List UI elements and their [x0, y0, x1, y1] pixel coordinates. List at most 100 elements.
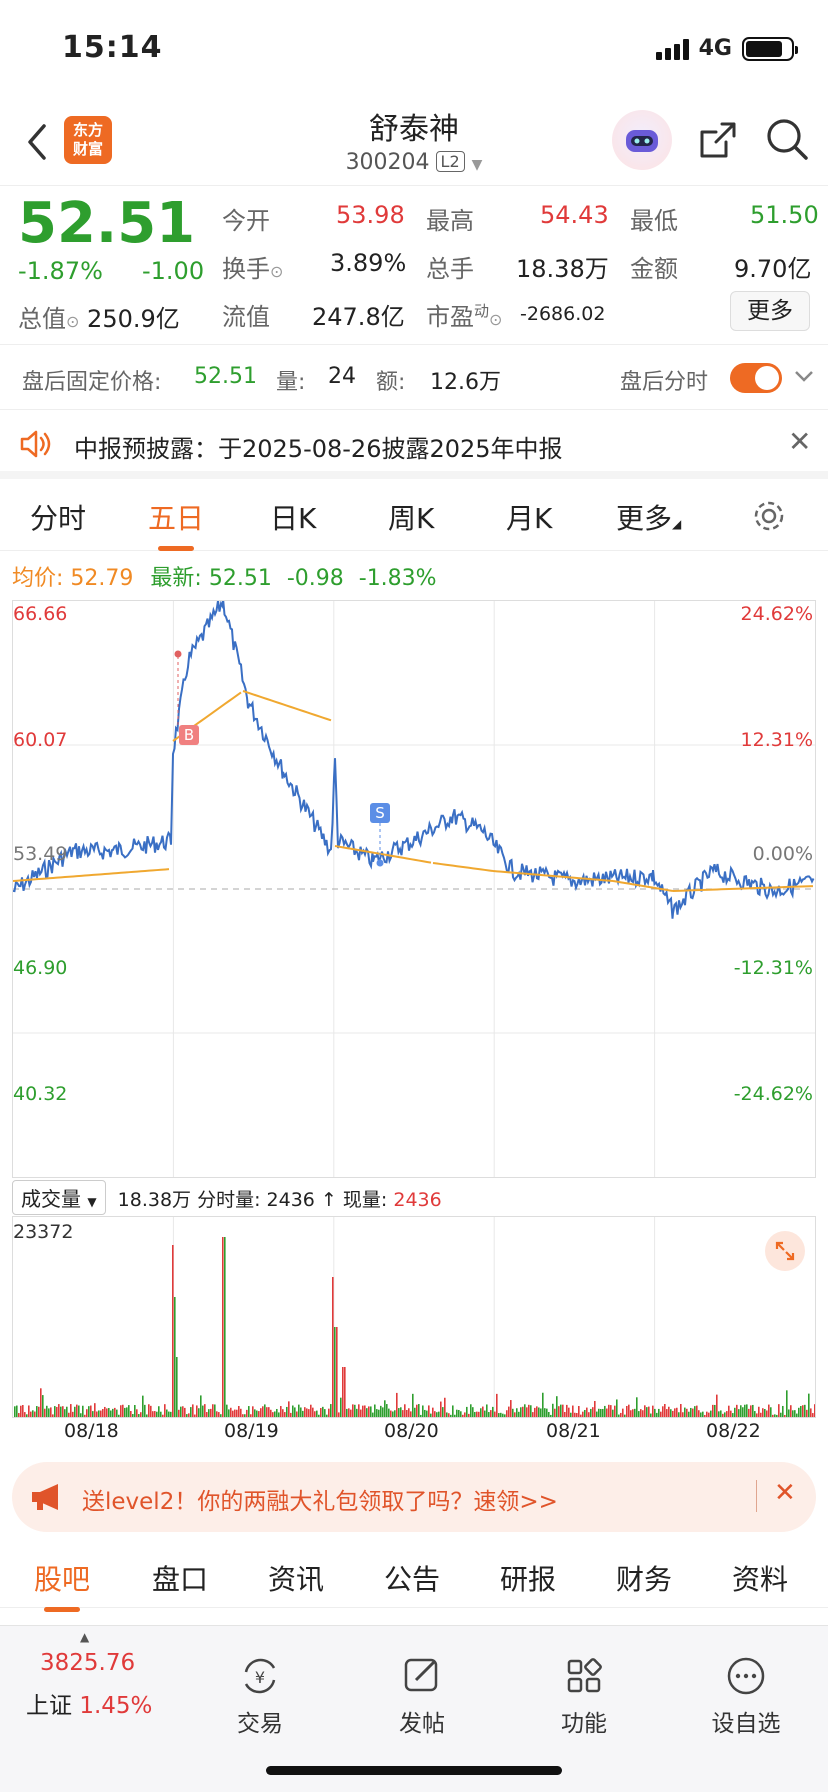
volume-bar: [76, 1404, 78, 1417]
volume-bar: [732, 1413, 734, 1417]
volume-bar: [238, 1406, 240, 1417]
volume-bar: [396, 1392, 398, 1417]
sell-marker[interactable]: S: [370, 803, 390, 823]
post-button[interactable]: 发帖: [372, 1654, 472, 1738]
after-hours-toggle[interactable]: [730, 363, 782, 393]
x-tick: 08/19: [224, 1420, 279, 1442]
volume-bar: [452, 1405, 454, 1417]
volume-bar: [334, 1327, 336, 1417]
notice-text: 中报预披露：于2025-08-26披露2025年中报: [74, 435, 563, 463]
volume-bar: [690, 1407, 692, 1417]
volume-bar: [200, 1395, 202, 1417]
back-arrow-icon[interactable]: [26, 122, 48, 162]
notice-bar[interactable]: 中报预披露：于2025-08-26披露2025年中报 ✕: [0, 411, 828, 479]
y-left-tick: 46.90: [13, 957, 68, 979]
open-value: 53.98: [336, 201, 405, 229]
current-price: 52.51: [18, 191, 196, 256]
tab-orderbook[interactable]: 盘口: [152, 1563, 209, 1596]
clock: 15:14: [62, 30, 163, 65]
volume-bar: [250, 1414, 252, 1417]
tab-announcements[interactable]: 公告: [384, 1563, 441, 1596]
settings-gear-icon[interactable]: [752, 499, 786, 533]
volume-bar: [672, 1410, 674, 1417]
volume-bar: [554, 1408, 556, 1417]
volume-bar: [350, 1409, 352, 1417]
tab-financials[interactable]: 财务: [616, 1563, 673, 1596]
buy-marker[interactable]: B: [179, 725, 199, 745]
volume-bar: [358, 1404, 360, 1417]
volume-bar: [416, 1404, 418, 1417]
share-icon[interactable]: [696, 118, 740, 162]
close-icon[interactable]: ✕: [774, 1478, 796, 1508]
volume-bar: [170, 1411, 172, 1417]
volume-bar: [594, 1400, 596, 1417]
volume-max-label: 23372: [13, 1221, 74, 1243]
index-value[interactable]: 3825.76: [40, 1650, 136, 1676]
high-label: 最高: [426, 207, 474, 235]
stock-code[interactable]: 300204 L2 ▼: [345, 150, 483, 175]
y-left-tick: 60.07: [13, 729, 68, 751]
expand-icon[interactable]: [765, 1231, 805, 1271]
volume-bar: [194, 1414, 196, 1417]
volume-bar: [624, 1414, 626, 1417]
assistant-robot-icon[interactable]: [612, 110, 672, 170]
volume-bar: [424, 1409, 426, 1417]
promo-banner[interactable]: 送level2！你的两融大礼包领取了吗？速领>> ✕: [12, 1462, 816, 1532]
volume-bar: [776, 1414, 778, 1417]
x-tick: 08/18: [64, 1420, 119, 1442]
volume-bar: [446, 1412, 448, 1417]
volume-bar: [232, 1410, 234, 1417]
volume-bar: [466, 1406, 468, 1417]
tab-news[interactable]: 资讯: [268, 1563, 325, 1596]
volume-bar: [48, 1408, 50, 1417]
volume-bar: [510, 1400, 512, 1417]
volume-bar: [92, 1411, 94, 1417]
volume-bar: [770, 1407, 772, 1417]
trade-button[interactable]: ¥ 交易: [210, 1654, 310, 1738]
functions-button[interactable]: 功能: [534, 1654, 634, 1738]
volume-bar: [568, 1407, 570, 1417]
close-icon[interactable]: ✕: [788, 425, 812, 458]
tab-weekly-k[interactable]: 周K: [388, 502, 435, 535]
volume-bar: [512, 1408, 514, 1417]
after-hours-toggle-label: 盘后分时: [620, 370, 709, 395]
add-watchlist-button[interactable]: 设自选: [696, 1654, 796, 1738]
avg-price-line: [334, 845, 432, 864]
five-day-price-chart[interactable]: 66.66 60.07 53.49 46.90 40.32 24.62% 12.…: [12, 600, 816, 1178]
tab-research[interactable]: 研报: [500, 1563, 557, 1596]
volume-bar: [96, 1411, 98, 1417]
volume-bar: [448, 1413, 450, 1417]
tab-monthly-k[interactable]: 月K: [506, 502, 553, 535]
tab-daily-k[interactable]: 日K: [270, 502, 317, 535]
volume-chart[interactable]: 23372: [12, 1216, 816, 1418]
volume-bar: [688, 1411, 690, 1417]
app-logo[interactable]: 东方 财富: [64, 116, 112, 164]
volume-bar: [344, 1367, 346, 1417]
tab-forum[interactable]: 股吧: [34, 1558, 90, 1612]
volume-bar: [570, 1412, 572, 1417]
tab-intraday[interactable]: 分时: [30, 502, 87, 535]
volume-bar: [150, 1405, 152, 1417]
volume-bar: [692, 1408, 694, 1417]
index-row[interactable]: 上证 1.45%: [26, 1693, 153, 1719]
indicator-select[interactable]: 成交量 ▼: [12, 1180, 106, 1215]
volume-bar: [24, 1412, 26, 1417]
volume-bar: [650, 1413, 652, 1417]
volume-bar: [380, 1405, 382, 1417]
volume-bar: [626, 1405, 628, 1417]
home-indicator: [266, 1766, 562, 1775]
current-volume: 2436: [393, 1189, 442, 1211]
grid-icon: [567, 1658, 602, 1693]
volume-bar: [458, 1410, 460, 1417]
low-label: 最低: [630, 207, 678, 235]
more-button[interactable]: 更多: [730, 291, 810, 331]
chevron-down-icon[interactable]: [794, 370, 814, 384]
tab-more[interactable]: 更多◢: [616, 502, 682, 535]
volume-bar: [242, 1414, 244, 1417]
volume-bar: [530, 1405, 532, 1417]
volume-bar: [102, 1409, 104, 1417]
y-right-tick: -24.62%: [733, 1083, 813, 1105]
search-icon[interactable]: [764, 116, 810, 162]
tab-profile[interactable]: 资料: [732, 1563, 789, 1596]
tab-five-day[interactable]: 五日: [148, 497, 204, 551]
